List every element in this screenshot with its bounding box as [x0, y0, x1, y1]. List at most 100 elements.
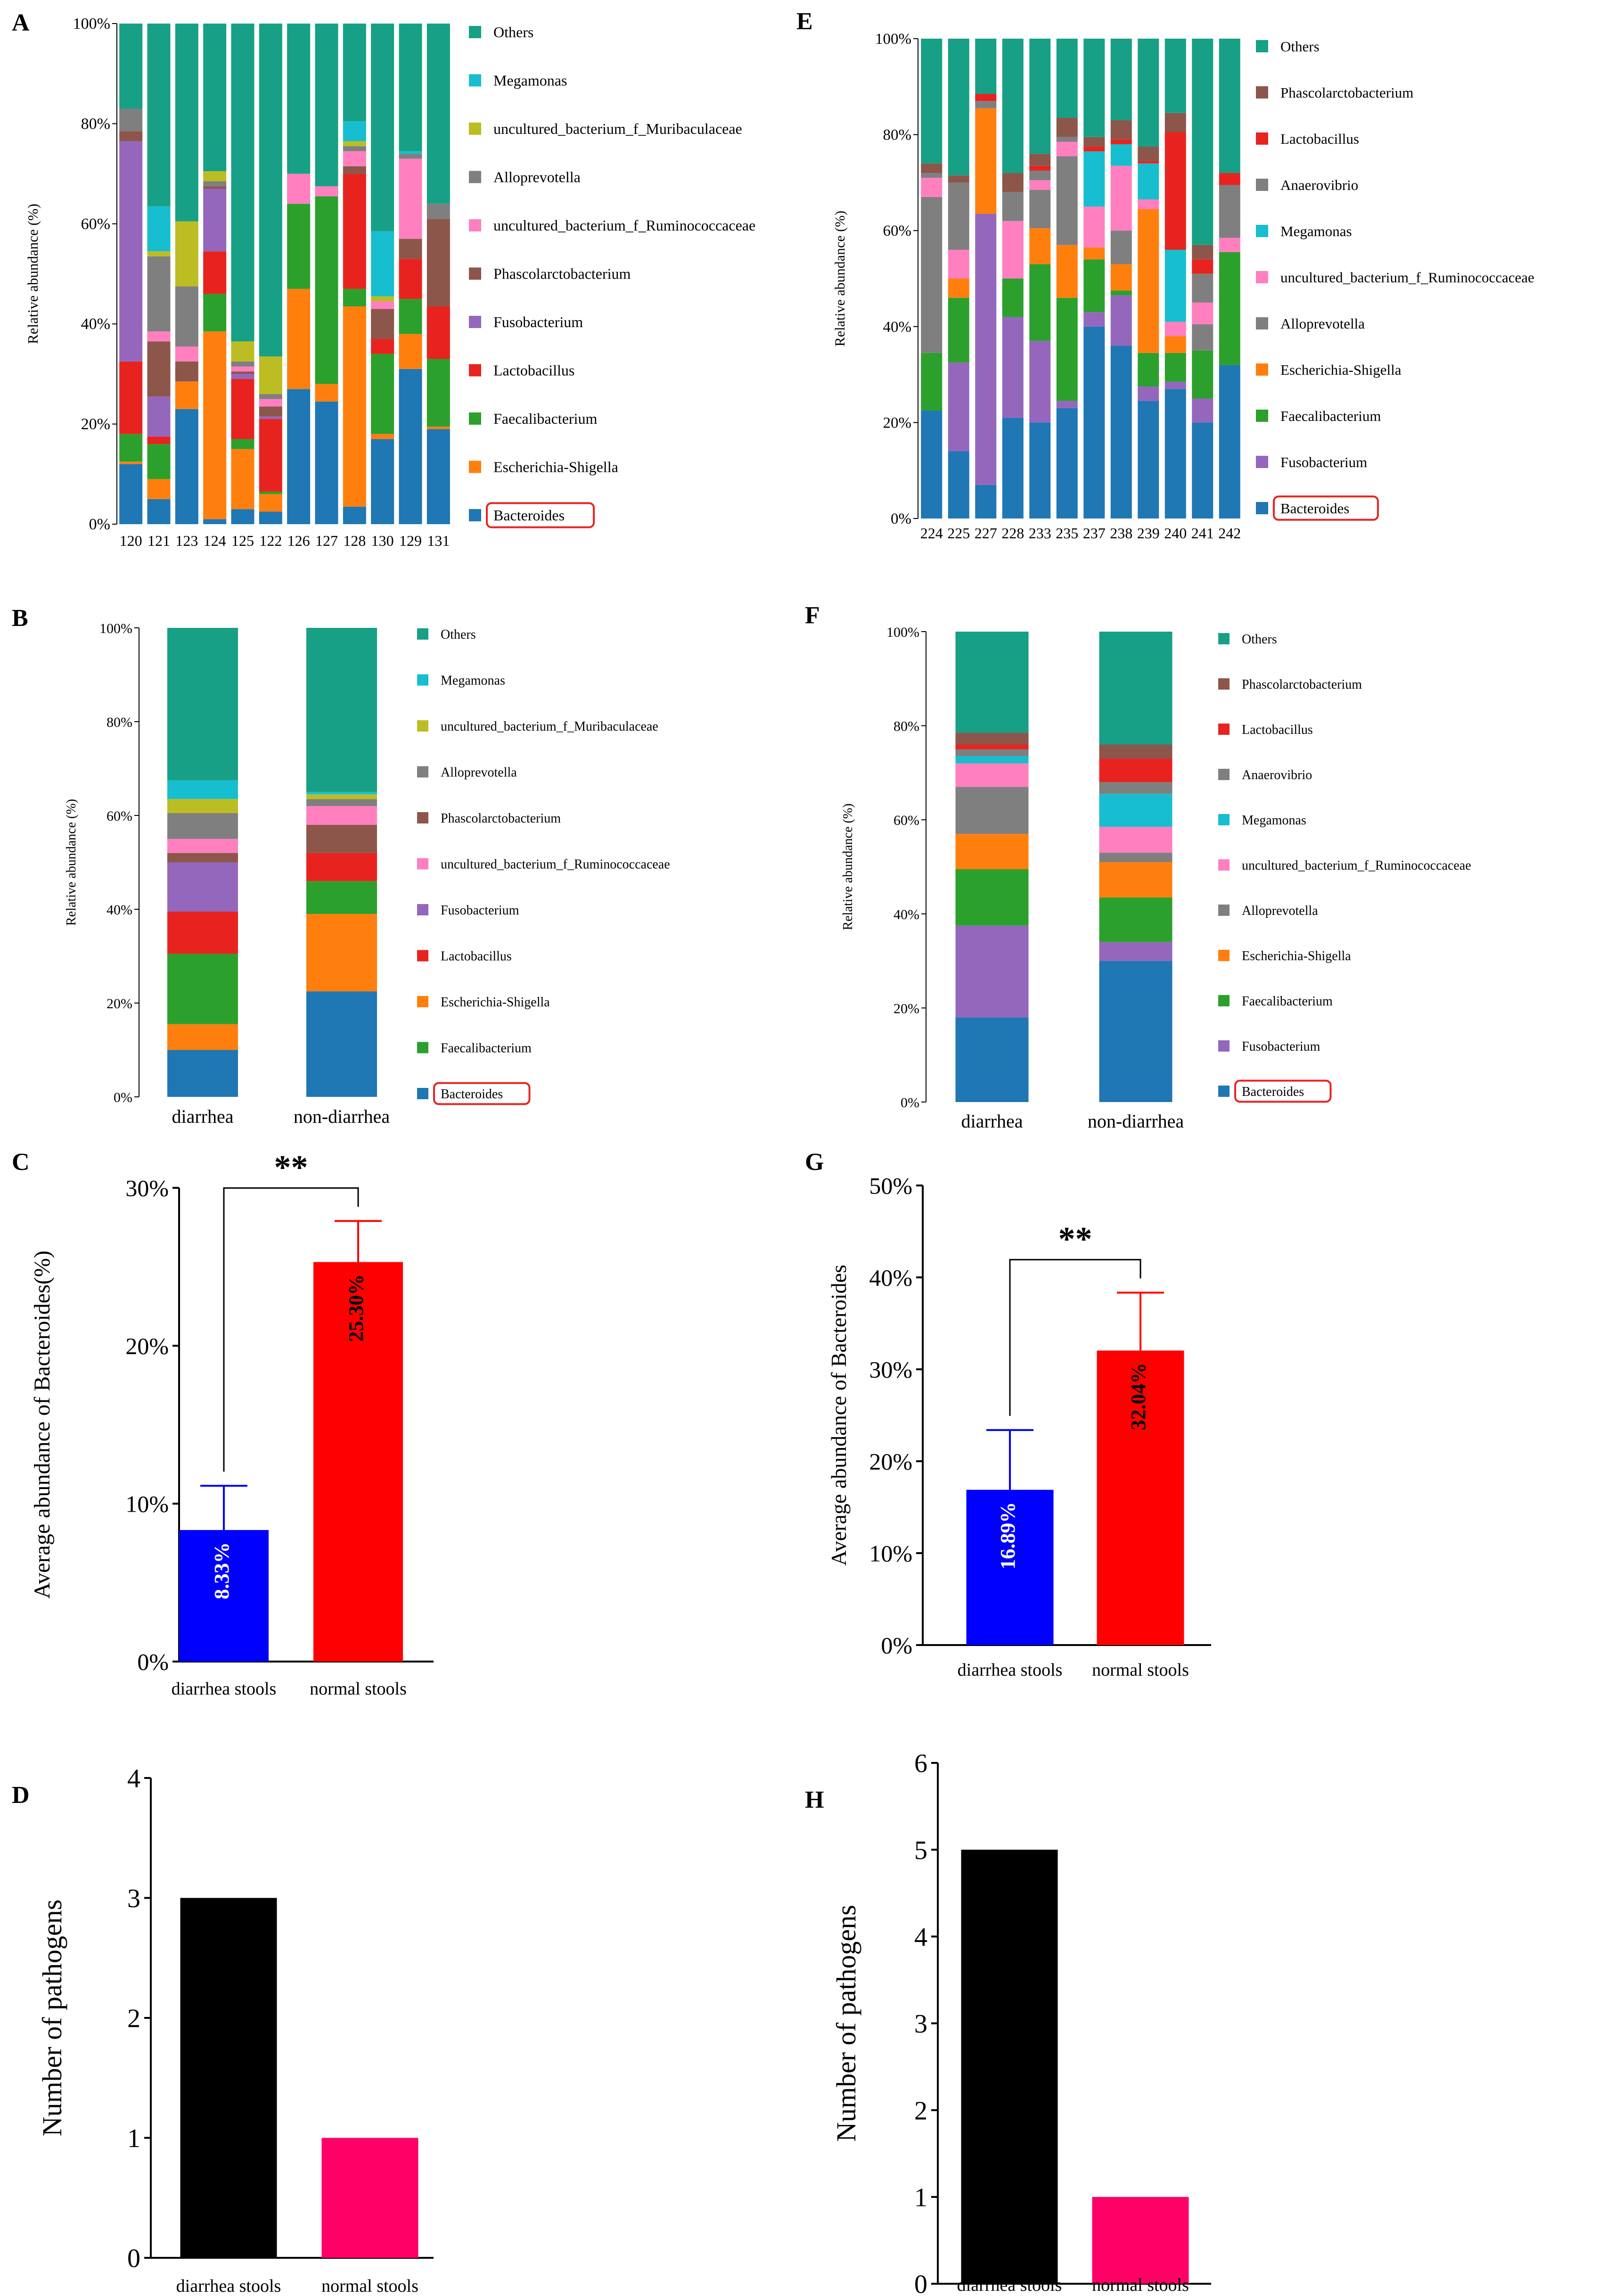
- bar-segment: [1056, 408, 1078, 518]
- y-tick-label: 60%: [894, 813, 919, 828]
- x-tick-label: diarrhea stools: [958, 1660, 1063, 1680]
- legend-swatch: [469, 461, 481, 473]
- bar-segment: [975, 108, 997, 214]
- y-tick-label: 0: [914, 2270, 927, 2296]
- bar-segment: [175, 221, 198, 287]
- y-tick-label: 2: [914, 2096, 927, 2125]
- bar-segment: [231, 439, 254, 449]
- bar-segment: [1138, 39, 1159, 147]
- legend-label: uncultured_bacterium_f_Ruminococcaceae: [441, 857, 670, 872]
- x-tick-label: 130: [371, 532, 394, 549]
- bar-segment: [1192, 39, 1213, 245]
- x-tick-label: 129: [399, 532, 422, 549]
- legend-swatch: [417, 674, 428, 686]
- bar-segment: [231, 379, 254, 439]
- y-tick-label: 60%: [81, 215, 110, 233]
- x-tick-label: 123: [175, 532, 198, 549]
- bar-segment: [343, 173, 366, 289]
- bar-segment: [287, 288, 311, 389]
- legend-label: Others: [493, 24, 533, 41]
- bar-segment: [203, 251, 227, 294]
- bar-segment: [1056, 137, 1078, 142]
- bar-segment: [259, 356, 282, 394]
- y-axis-label: Number of pathogens: [37, 1900, 67, 2137]
- significance-bracket: [223, 1187, 359, 1472]
- bar-segment: [306, 824, 377, 853]
- y-tick-label: 3: [914, 2009, 927, 2039]
- legend-swatch: [417, 812, 428, 823]
- bar-segment: [371, 231, 394, 296]
- y-tick-label: 20%: [883, 414, 912, 431]
- legend-swatch: [417, 950, 428, 962]
- bar-segment: [306, 628, 377, 792]
- bar-segment: [259, 394, 282, 399]
- y-axis-label: Average abundance of Bacteroides(%): [30, 1251, 55, 1599]
- bar-segment: [259, 24, 282, 357]
- significance-label: **: [274, 1148, 308, 1186]
- bar-segment: [1099, 827, 1172, 853]
- bar-segment: [1110, 120, 1132, 140]
- bar-segment: [287, 24, 311, 174]
- bar-segment: [119, 361, 143, 434]
- bar-segment: [1056, 117, 1078, 137]
- panel-label-h: H: [805, 1786, 824, 1813]
- y-tick-label: 0%: [881, 1632, 912, 1659]
- x-tick-label: 228: [1001, 525, 1024, 542]
- bar-segment: [175, 381, 198, 409]
- bar-segment: [203, 294, 227, 332]
- bar-segment: [119, 464, 143, 524]
- bar-segment: [1099, 961, 1172, 1102]
- bar-segment: [231, 374, 254, 379]
- x-tick-label: 241: [1191, 525, 1214, 542]
- legend-swatch: [469, 219, 481, 231]
- bar-segment: [399, 369, 422, 524]
- bar-segment: [1164, 249, 1186, 322]
- bar-segment: [955, 756, 1029, 764]
- legend-swatch: [1218, 724, 1230, 735]
- legend-label: Phascolarctobacterium: [493, 265, 631, 282]
- y-tick-label: 0%: [137, 1649, 169, 1675]
- bar-segment: [955, 869, 1029, 926]
- bar-segment: [1110, 165, 1132, 231]
- bar-segment: [371, 434, 394, 439]
- bar-segment: [1110, 230, 1132, 264]
- bar-segment: [371, 439, 394, 524]
- bar-segment: [231, 24, 254, 342]
- bar-segment: [1002, 279, 1024, 317]
- bar-segment: [1083, 312, 1105, 327]
- bar-segment: [975, 101, 997, 108]
- y-tick-label: 80%: [107, 715, 132, 730]
- y-tick-label: 10%: [125, 1491, 169, 1517]
- bar-segment: [203, 171, 227, 181]
- data-label: 16.89%: [996, 1502, 1019, 1570]
- bar: [961, 1850, 1058, 2284]
- bar-segment: [147, 251, 171, 256]
- y-tick-label: 20%: [107, 996, 132, 1012]
- bar-segment: [287, 204, 311, 289]
- legend-label: Alloprevotella: [441, 765, 517, 780]
- bar-segment: [1219, 173, 1240, 185]
- bar-segment: [306, 806, 377, 825]
- x-tick-label: 128: [343, 532, 366, 549]
- legend-label: Alloprevotella: [493, 169, 581, 186]
- bar-segment: [259, 491, 282, 494]
- legend-swatch: [469, 267, 481, 280]
- bar-segment: [167, 954, 238, 1024]
- legend-label: Bacteroides: [441, 1087, 503, 1102]
- x-tick-label: diarrhea stools: [172, 1679, 277, 1699]
- bar-segment: [306, 792, 377, 795]
- bar-segment: [167, 813, 238, 839]
- bar-segment: [948, 451, 969, 518]
- bar-segment: [119, 141, 143, 362]
- bar-segment: [1099, 862, 1172, 897]
- bar-segment: [1056, 401, 1078, 408]
- bar-segment: [259, 416, 282, 419]
- bar-segment: [1164, 39, 1186, 113]
- x-tick-label: 120: [120, 532, 142, 549]
- bar-segment: [1138, 147, 1159, 161]
- bar-segment: [1002, 418, 1024, 518]
- y-axis-label: Relative abundance (%): [64, 799, 79, 926]
- legend-swatch: [417, 858, 428, 870]
- bar-segment: [1029, 180, 1051, 190]
